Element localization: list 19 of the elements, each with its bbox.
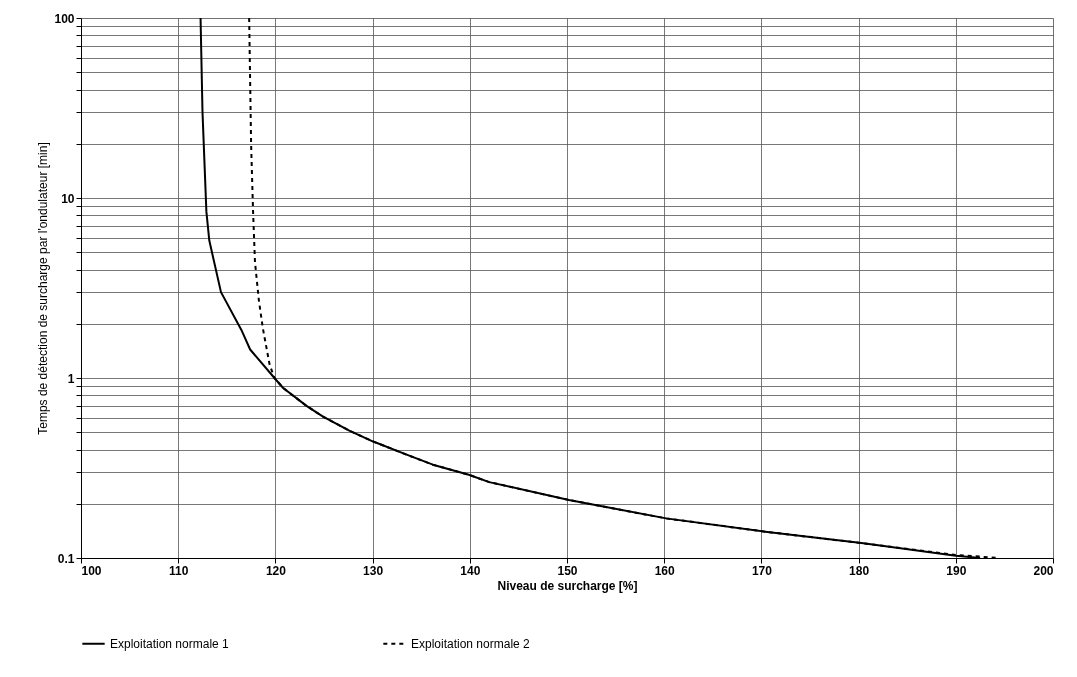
x-tick-label: 140	[460, 563, 481, 578]
x-tick-label: 130	[363, 563, 384, 578]
x-tick-label: 150	[557, 563, 578, 578]
x-tick-label: 190	[946, 563, 967, 578]
x-tick-label: 180	[849, 563, 870, 578]
y-tick-label: 0.1	[57, 551, 75, 566]
x-tick-label: 200	[1033, 563, 1054, 578]
y-axis-title: Temps de détection de surcharge par l'ondulateur [min]	[36, 142, 51, 435]
x-tick-label: 120	[265, 563, 287, 578]
x-tick-label: 160	[654, 563, 676, 578]
y-tick-label: 1	[67, 371, 75, 386]
legend-label: Exploitation normale 2	[411, 636, 531, 651]
x-tick-label: 100	[81, 563, 102, 578]
x-tick-label: 170	[751, 563, 773, 578]
x-tick-label: 110	[169, 563, 189, 578]
x-axis-title: Niveau de surcharge [%]	[497, 578, 638, 593]
legend-label: Exploitation normale 1	[110, 636, 230, 651]
y-tick-label: 10	[61, 191, 75, 206]
y-tick-label: 100	[54, 11, 75, 26]
